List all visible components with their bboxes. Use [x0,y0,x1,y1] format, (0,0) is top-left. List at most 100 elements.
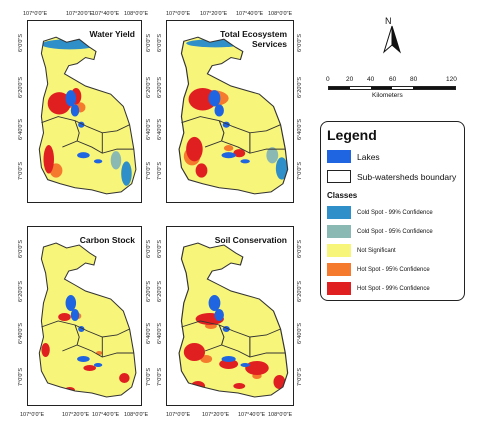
cold-spot-99-patch [275,157,288,180]
legend-swatch [327,206,351,219]
lake-shape [221,356,236,362]
lat-tick-label: 6°0'0"S [297,33,303,52]
hot-spot-99-patch [195,163,208,178]
sub-watershed-boundary [218,120,225,142]
cold-spot-99-patch [121,161,132,186]
legend-label: Cold Spot - 95% Confidence [357,228,433,235]
hot-spot-99-patch [186,136,203,162]
legend-swatch [327,244,351,257]
watershed-map-total-ecosystem-services [178,36,289,195]
lat-tick-label: 6°0'0"S [157,33,163,52]
lat-tick-label: 6°0'0"S [18,33,24,52]
legend-item-lakes: Lakes [327,150,380,163]
legend-swatch [327,263,351,276]
sub-watershed-boundary [62,344,134,358]
hot-spot-99-patch [245,361,269,375]
lat-tick-label: 6°40'0"S [146,322,152,344]
watershed-outline [178,242,289,398]
legend-item-cold-spot-99: Cold Spot - 99% Confidence [327,206,433,219]
sub-watershed-boundary [181,116,281,134]
lat-tick-label: 6°0'0"S [297,239,303,258]
sub-watershed-boundary [41,116,130,134]
scale-tick-label: 80 [410,76,418,83]
sub-watershed-boundary [74,324,80,346]
watershed-area [179,37,288,194]
legend-label: Lakes [357,151,380,162]
lon-tick-label: 108°0'0"E [268,11,293,17]
hot-spot-99-patch [219,359,239,369]
lake-shape [65,90,77,107]
lake-shape [65,295,77,311]
legend-title: Legend [327,127,377,143]
lat-tick-label: 6°20'0"S [146,76,152,98]
lat-tick-label: 6°40'0"S [146,118,152,140]
lake-shape [77,356,90,362]
lon-tick-label: 107°20'0"E [202,412,230,418]
watershed-outline [178,36,289,195]
panel-title-line: Services [252,39,287,49]
north-arrow-label: N [385,16,392,26]
scale-bar: 0 20 40 60 80 120 Kilometers [326,76,458,108]
lon-tick-label: 107°40'0"E [92,11,120,17]
lon-tick-label: 107°0'0"E [20,412,45,418]
lon-tick-label: 107°40'0"E [238,412,266,418]
lat-tick-label: 7°0'0"S [18,161,24,180]
legend-swatch [327,150,351,163]
panel-title-line: Soil Conservation [214,235,287,245]
lake-shape [221,152,236,159]
hot-spot-99-patch [43,145,54,174]
hot-spot-95-patch [223,145,234,152]
lat-tick-label: 6°40'0"S [297,118,303,140]
legend-item-cold-spot-95: Cold Spot - 95% Confidence [327,225,433,238]
lon-tick-label: 107°20'0"E [66,11,94,17]
sub-watershed-boundary [62,140,134,154]
hot-spot-99-patch [273,375,286,389]
lon-tick-label: 108°0'0"E [124,412,149,418]
panel-title-soil-conservation: Soil Conservation [215,235,287,245]
scale-unit-label: Kilometers [372,92,403,99]
legend-swatch [327,225,351,238]
lon-tick-label: 107°40'0"E [92,412,120,418]
lat-tick-label: 7°0'0"S [146,161,152,180]
lon-tick-label: 107°0'0"E [23,11,48,17]
hot-spot-99-patch [41,343,50,357]
sub-watershed-boundary [181,320,281,338]
watershed-map-soil-conservation [178,242,289,398]
lake-shape [70,309,80,321]
hot-spot-99-patch [58,313,71,321]
legend-classes-heading: Classes [327,191,358,200]
lon-tick-label: 107°0'0"E [166,412,191,418]
lon-tick-label: 107°40'0"E [236,11,264,17]
scale-tick-label: 20 [346,76,354,83]
lat-tick-label: 6°20'0"S [146,280,152,302]
lat-tick-label: 6°40'0"S [157,322,163,344]
scale-bar-graphic [328,86,456,90]
lon-tick-label: 107°20'0"E [62,412,90,418]
map-panel-water-yield: Water Yield [27,20,142,203]
hot-spot-99-patch [183,343,206,361]
legend-swatch [327,282,351,295]
scale-tick-label: 0 [326,76,330,83]
cold-spot-95-patch [266,147,279,164]
lon-tick-label: 107°20'0"E [200,11,228,17]
lat-tick-label: 6°40'0"S [157,118,163,140]
scale-tick-label: 120 [446,76,457,83]
sub-watershed-boundary [204,140,286,154]
lake-shape [214,104,224,117]
lat-tick-label: 7°0'0"S [146,367,152,386]
lat-tick-label: 7°0'0"S [157,161,163,180]
lon-tick-label: 108°0'0"E [268,412,293,418]
panel-title-carbon-stock: Carbon Stock [80,235,135,245]
legend-label: Not Significant [357,247,396,254]
legend-item-hot-spot-99: Hot Spot - 99% Confidence [327,282,430,295]
map-panel-carbon-stock: Carbon Stock [27,226,142,406]
cold-spot-95-patch [110,151,122,170]
lat-tick-label: 6°0'0"S [146,33,152,52]
legend-label: Sub-watersheds boundary [357,171,457,182]
legend-item-sub-watersheds-boundary: Sub-watersheds boundary [327,170,456,183]
hot-spot-99-patch [47,92,71,115]
lake-shape [208,295,221,311]
panel-title-line: Carbon Stock [79,235,135,245]
scale-tick-label: 60 [389,76,397,83]
lake-shape [240,159,250,164]
